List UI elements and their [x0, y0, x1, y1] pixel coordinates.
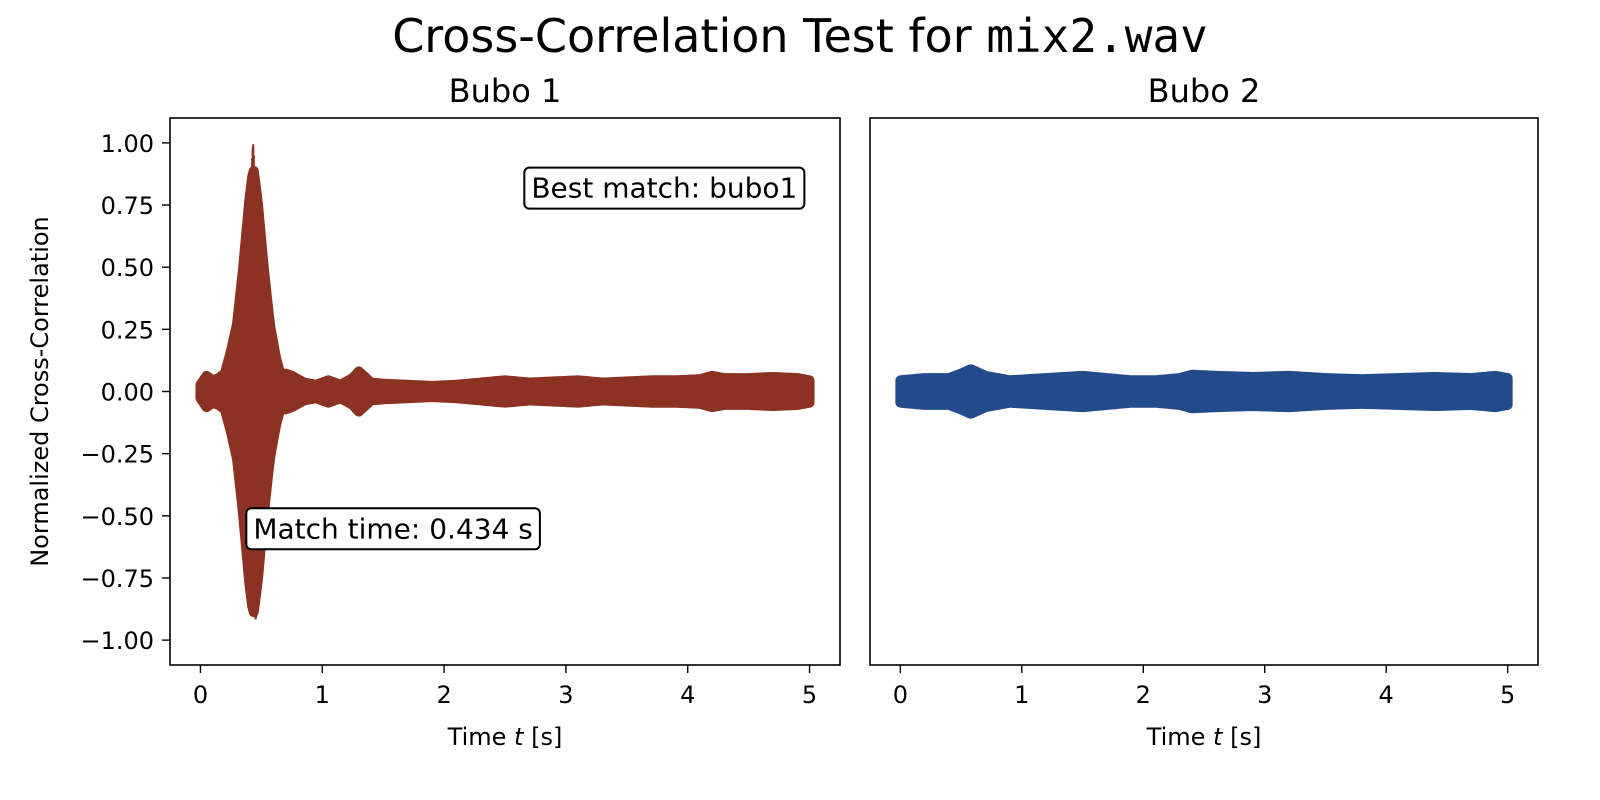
- x-axis-label-variable: t: [1213, 723, 1224, 751]
- y-axis-label: Normalized Cross-Correlation: [26, 216, 54, 567]
- panel-title: Bubo 2: [1148, 72, 1261, 110]
- figure-title-prefix: Cross-Correlation Test for: [392, 9, 986, 63]
- annotation-text: Match time: 0.434 s: [253, 512, 533, 545]
- y-tick-label: −0.50: [80, 503, 154, 531]
- x-tick-label: 1: [1014, 681, 1029, 709]
- y-tick-label: 0.75: [101, 192, 154, 220]
- x-axis-label-prefix: Time: [1146, 723, 1213, 751]
- y-tick-label: 0.25: [101, 316, 154, 344]
- x-tick-label: 1: [315, 681, 330, 709]
- plot-frame: [869, 117, 1539, 666]
- chart-panel-2: Bubo 2 0 1 2 3 4 5 Time t [s]: [869, 72, 1539, 751]
- x-tick-label: 4: [1379, 681, 1394, 709]
- x-tick-label: 0: [193, 681, 208, 709]
- panel-title: Bubo 1: [449, 72, 562, 110]
- x-axis-label-suffix: [s]: [1222, 723, 1261, 751]
- x-axis-label-variable: t: [514, 723, 525, 751]
- y-tick-label: −0.25: [80, 441, 154, 469]
- x-axis-label: Time t [s]: [1146, 723, 1262, 751]
- x-tick-label: 4: [680, 681, 695, 709]
- figure-title: Cross-Correlation Test for mix2.wav: [392, 9, 1208, 63]
- x-tick-label: 3: [1257, 681, 1272, 709]
- x-tick-label: 3: [558, 681, 573, 709]
- annotation-text: Best match: bubo1: [531, 172, 797, 205]
- x-tick-label: 2: [436, 681, 451, 709]
- annotation-frame: [523, 166, 806, 210]
- y-tick-label: −1.00: [80, 627, 154, 655]
- series-band-1: [895, 364, 1513, 419]
- chart-panel-1: Bubo 1 0 1 2 3 4 5 1.00 0.75 0.50 0.25 0.00 −0.25 −0.…: [26, 72, 841, 751]
- x-tick-label: 0: [893, 681, 908, 709]
- x-axis-label: Time t [s]: [447, 723, 563, 751]
- x-axis-label-suffix: [s]: [523, 723, 562, 751]
- annotation-box-2: Match time: 0.434 s: [245, 507, 541, 551]
- series-band-1: [195, 165, 815, 618]
- y-tick-label: 0.00: [101, 379, 154, 407]
- x-tick-label: 2: [1136, 681, 1151, 709]
- x-axis-label-prefix: Time: [447, 723, 514, 751]
- y-tick-label: 1.00: [101, 130, 154, 158]
- figure-title-filename: mix2.wav: [986, 9, 1208, 63]
- annotation-frame: [245, 507, 541, 551]
- x-tick-label: 5: [1500, 681, 1515, 709]
- x-tick-label: 5: [802, 681, 817, 709]
- annotation-box-1: Best match: bubo1: [523, 166, 806, 210]
- y-tick-label: 0.50: [101, 254, 154, 282]
- y-tick-label: −0.75: [80, 565, 154, 593]
